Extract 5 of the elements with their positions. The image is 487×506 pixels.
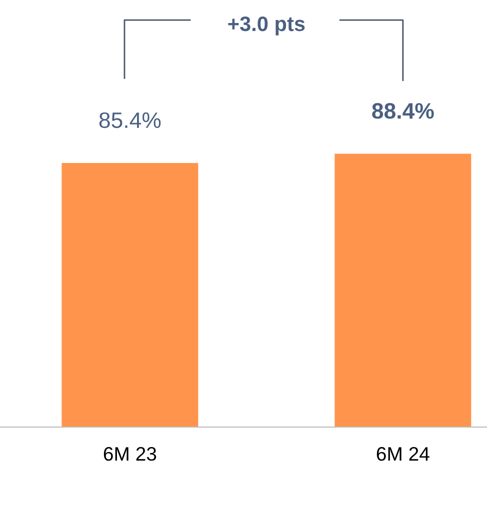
x-tick-label: 6M 24 [376, 447, 430, 461]
data-label: 88.4% [372, 103, 434, 119]
x-tick-label: 6M 23 [104, 447, 156, 461]
text: +3.0 pts [228, 16, 305, 36]
data-label: 85.4% [99, 112, 161, 128]
